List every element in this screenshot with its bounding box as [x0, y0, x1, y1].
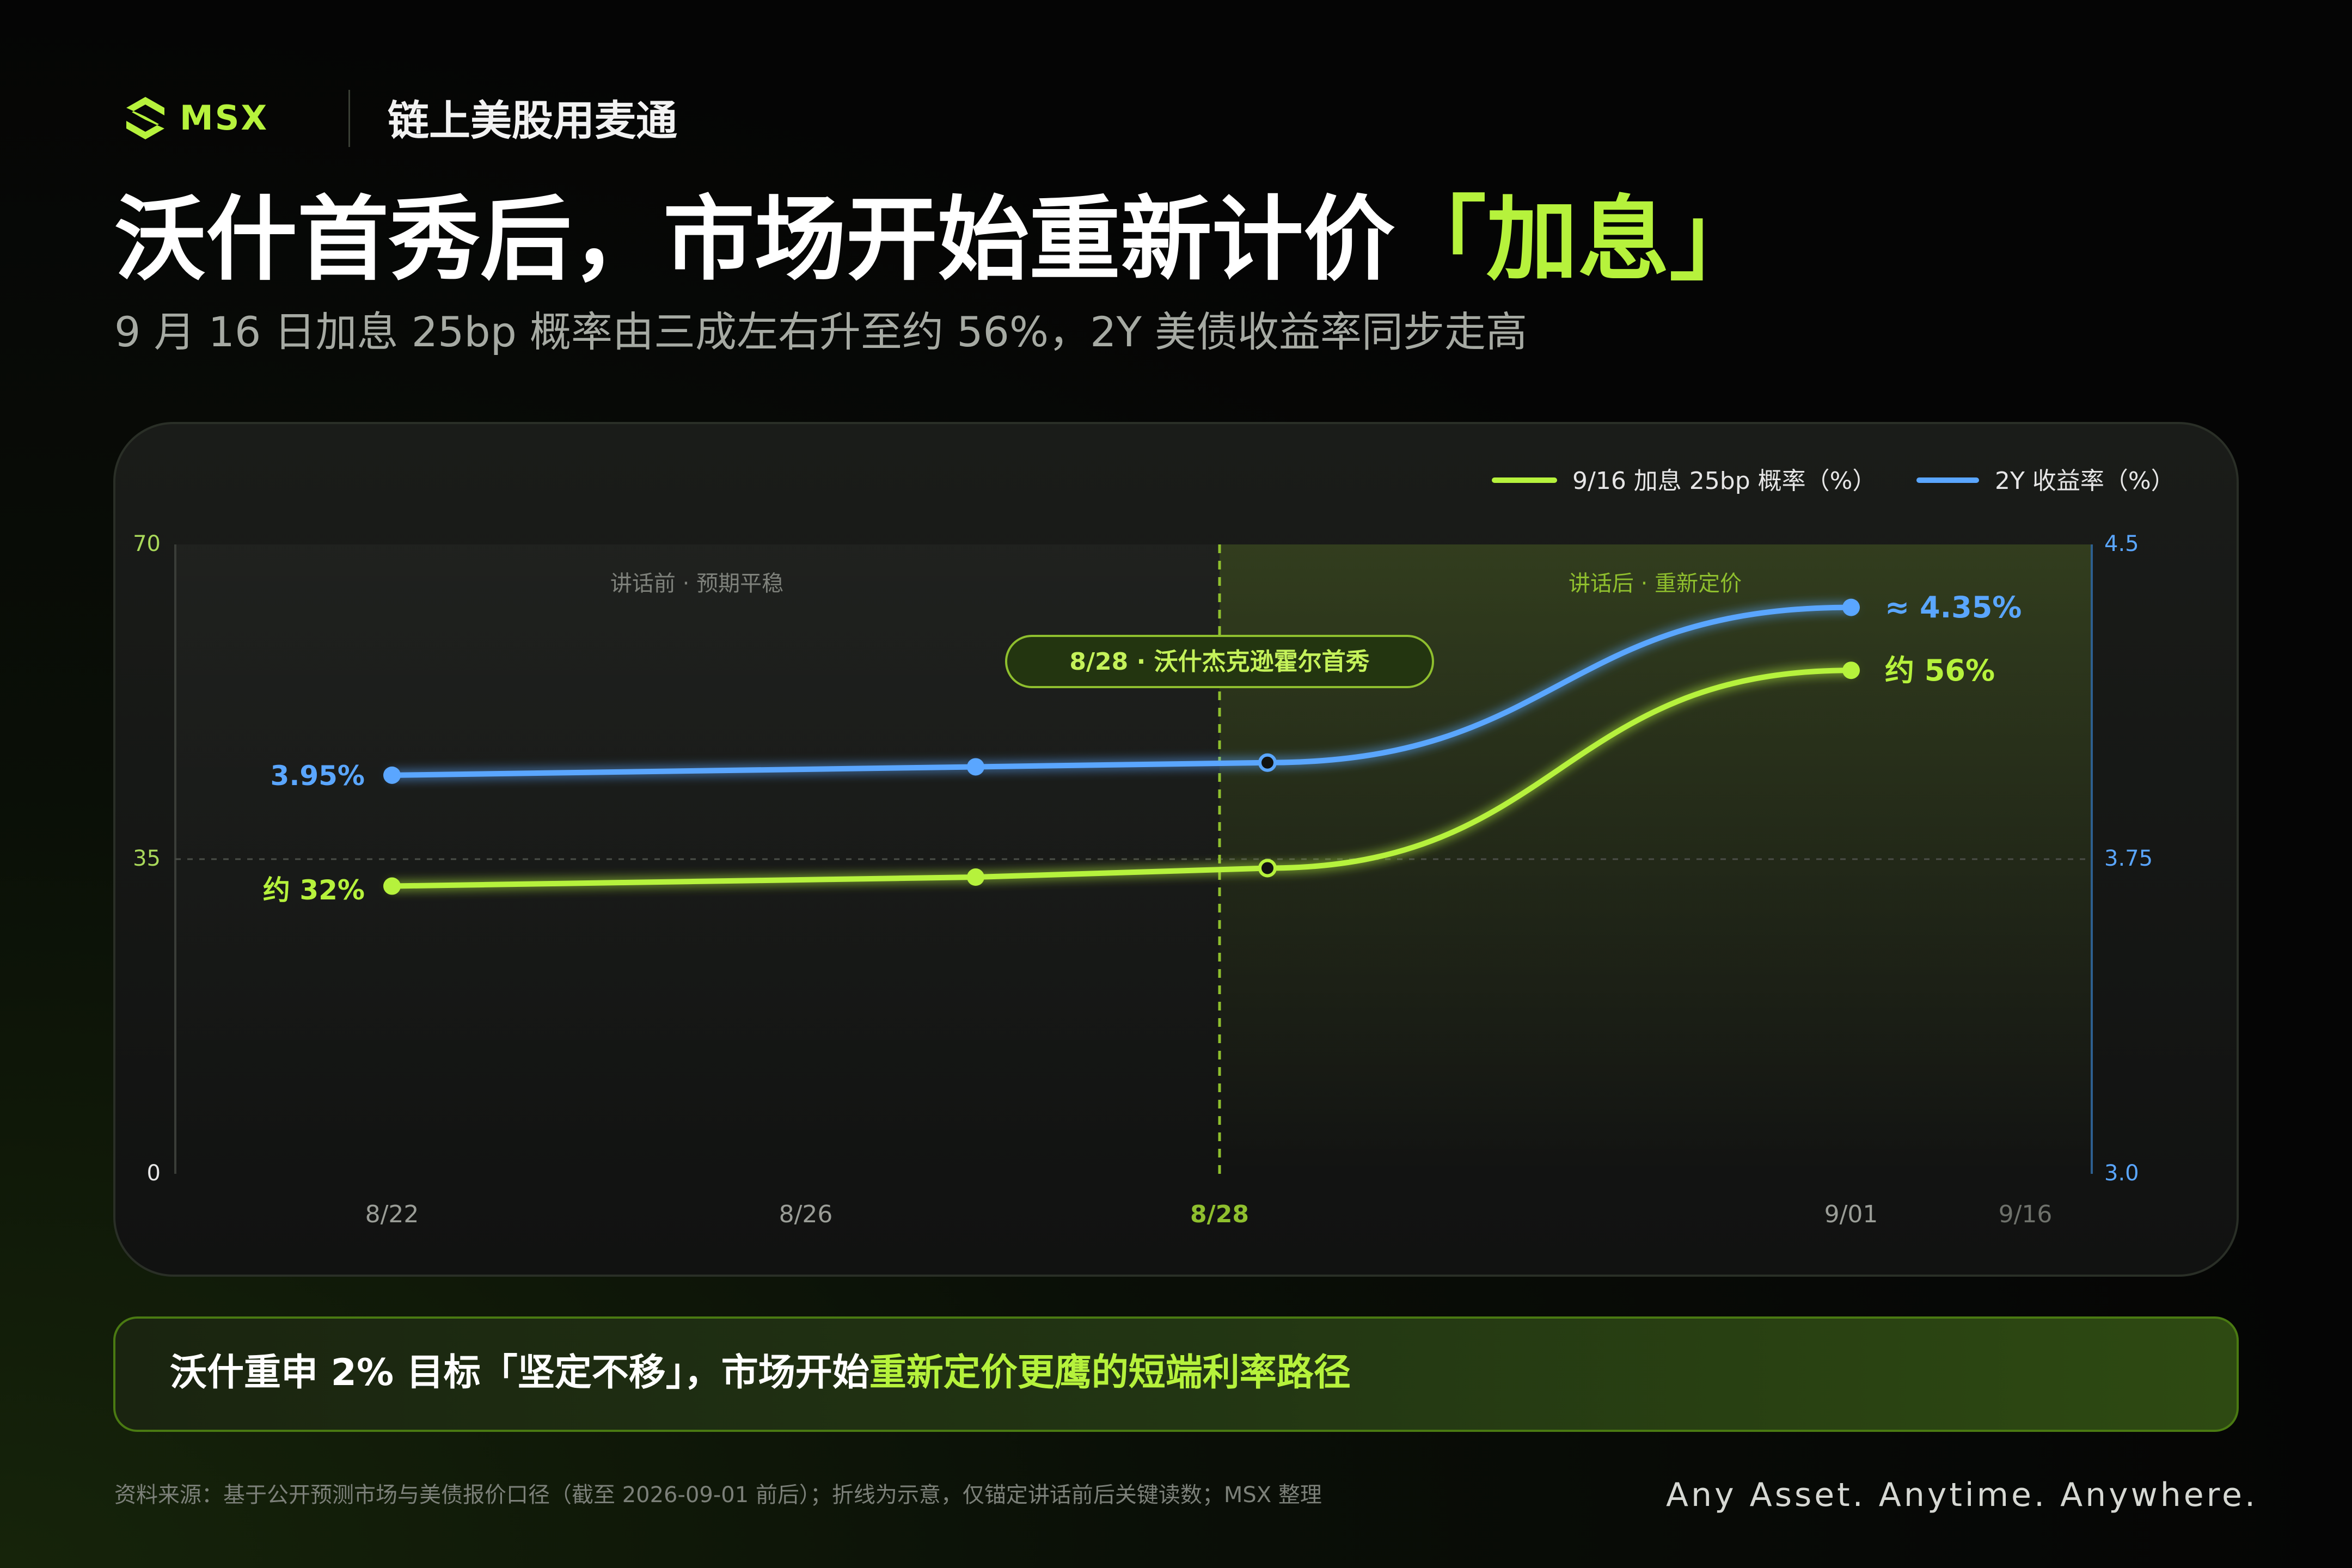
footer-source: 资料来源：基于公开预测市场与美债报价口径（截至 2026-09-01 前后）；折… — [114, 1483, 1322, 1508]
event-callout-box — [1005, 635, 1434, 688]
insight-text: 沃什重申 2% 目标「坚定不移」，市场开始重新定价更鹰的短端利率路径 — [170, 1346, 1351, 1400]
region-before-label: 讲话前 · 预期平稳 — [610, 571, 783, 596]
series-1-point-3 — [1842, 598, 1860, 616]
x-tick-8-28: 8/28 — [1190, 1200, 1249, 1228]
tagline: 链上美股用麦通 — [388, 96, 677, 145]
insight-plain: 沃什重申 2% 目标「坚定不移」，市场开始 — [170, 1351, 869, 1394]
x-tick-9-16: 9/16 — [1999, 1200, 2053, 1228]
msx-logo-icon — [126, 97, 164, 139]
insight-box — [113, 1316, 2239, 1432]
header-divider — [348, 90, 350, 147]
x-tick-9-01: 9/01 — [1824, 1200, 1878, 1228]
series-1-point-2 — [1258, 753, 1277, 772]
green-end-label: 约 56% — [1885, 653, 1995, 688]
insight-highlight: 重新定价更鹰的短端利率路径 — [869, 1351, 1351, 1394]
y-right-tick-4-5: 4.5 — [2104, 531, 2139, 556]
region-after-label: 讲话后 · 重新定价 — [1569, 571, 1742, 596]
page-title: 沃什首秀后，市场开始重新计价「加息」 — [114, 185, 1761, 294]
event-callout-label: 8/28 · 沃什杰克逊霍尔首秀 — [1069, 648, 1369, 676]
series-0-point-3 — [1842, 661, 1860, 679]
title-highlight: 「加息」 — [1395, 186, 1761, 293]
legend-green-label: 9/16 加息 25bp 概率（%） — [1572, 467, 1876, 495]
series-0-point-2 — [1258, 859, 1277, 878]
y-right-tick-3-75: 3.75 — [2104, 846, 2153, 871]
series-1-point-0 — [383, 766, 401, 784]
blue-end-label: ≈ 4.35% — [1885, 590, 2022, 624]
brand-name: MSX — [180, 98, 269, 138]
y-left-tick-35: 35 — [133, 846, 161, 871]
y-left-tick-70: 70 — [133, 531, 161, 556]
blue-start-label: 3.95% — [271, 760, 365, 792]
series-0-point-0 — [383, 877, 401, 895]
series-line-0 — [389, 667, 1854, 889]
series-layer — [383, 598, 1860, 895]
y-right-tick-3-0: 3.0 — [2104, 1161, 2139, 1186]
x-tick-8-26: 8/26 — [779, 1200, 833, 1228]
page-subtitle: 9 月 16 日加息 25bp 概率由三成左右升至约 56%，2Y 美债收益率同… — [114, 308, 1528, 356]
series-1-point-1 — [967, 758, 984, 776]
series-line-1 — [389, 604, 1854, 778]
legend-blue-label: 2Y 收益率（%） — [1995, 467, 2175, 495]
green-start-label: 约 32% — [263, 874, 365, 906]
footer-slogan: Any Asset. Anytime. Anywhere. — [1666, 1476, 2258, 1514]
x-tick-8-22: 8/22 — [365, 1200, 419, 1228]
y-left-tick-0: 0 — [147, 1161, 161, 1186]
title-main: 沃什首秀后，市场开始重新计价 — [114, 186, 1395, 293]
series-0-point-1 — [967, 868, 984, 886]
